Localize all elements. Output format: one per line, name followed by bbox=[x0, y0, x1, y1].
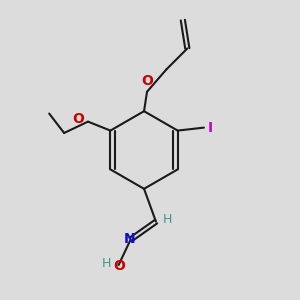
Text: O: O bbox=[72, 112, 84, 126]
Text: H: H bbox=[163, 213, 172, 226]
Text: O: O bbox=[113, 259, 125, 273]
Text: N: N bbox=[123, 232, 135, 246]
Text: I: I bbox=[208, 121, 213, 135]
Text: O: O bbox=[141, 74, 153, 88]
Text: H: H bbox=[101, 257, 111, 270]
